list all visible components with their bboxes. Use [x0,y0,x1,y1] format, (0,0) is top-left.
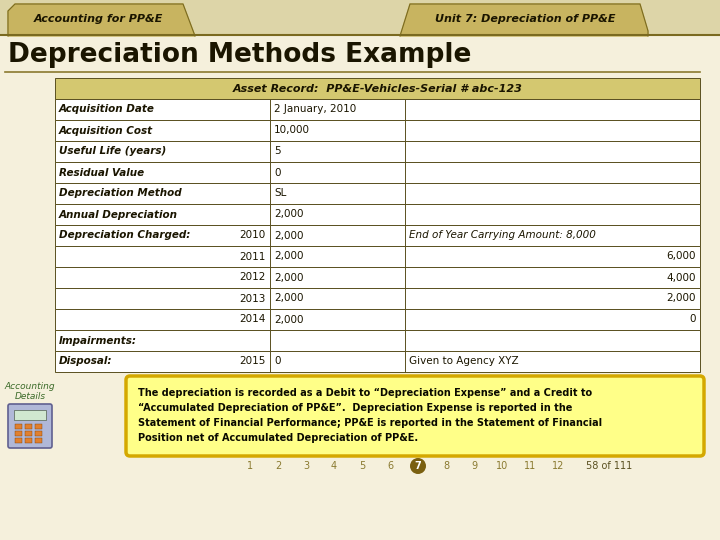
Text: The depreciation is recorded as a Debit to “Depreciation Expense” and a Credit t: The depreciation is recorded as a Debit … [138,388,592,398]
Text: 2010: 2010 [240,231,266,240]
Text: 10: 10 [496,461,508,471]
Text: 4: 4 [331,461,337,471]
Text: 58 of 111: 58 of 111 [586,461,632,471]
Text: 2,000: 2,000 [274,231,304,240]
Text: Details: Details [14,392,45,401]
Text: 0: 0 [274,167,281,178]
Text: 2,000: 2,000 [274,294,304,303]
Bar [35,438,42,443]
Text: Unit 7: Depreciation of PP&E: Unit 7: Depreciation of PP&E [435,14,616,24]
Polygon shape [400,4,648,36]
Bar [55,288,700,309]
Bar [55,351,700,372]
Bar [55,330,700,351]
Text: Acquisition Cost: Acquisition Cost [59,125,153,136]
Bar [55,204,700,225]
Bar [25,424,32,429]
Text: 8: 8 [443,461,449,471]
Text: 2013: 2013 [240,294,266,303]
Text: 2,000: 2,000 [667,294,696,303]
Circle shape [410,458,426,474]
FancyBboxPatch shape [8,404,52,448]
Text: Statement of Financial Performance; PP&E is reported in the Statement of Financi: Statement of Financial Performance; PP&E… [138,418,602,428]
Bar [55,267,700,288]
Bar [15,438,22,443]
Text: 2,000: 2,000 [274,314,304,325]
Text: 2 January, 2010: 2 January, 2010 [274,105,356,114]
Bar [55,78,700,99]
Text: Given to Agency XYZ: Given to Agency XYZ [409,356,518,367]
Bar [55,246,700,267]
Text: Accounting for PP&E: Accounting for PP&E [34,14,163,24]
Text: 12: 12 [552,461,564,471]
Text: SL: SL [274,188,287,199]
Text: 4,000: 4,000 [667,273,696,282]
Bar [14,410,46,420]
Text: Asset Record:  PP&E-Vehicles-Serial # abc-123: Asset Record: PP&E-Vehicles-Serial # abc… [233,84,523,93]
Bar [55,120,700,141]
Text: 2015: 2015 [240,356,266,367]
Text: 2,000: 2,000 [274,210,304,219]
Bar [25,438,32,443]
Text: 3: 3 [303,461,309,471]
Text: Depreciation Charged:: Depreciation Charged: [59,231,190,240]
Text: Impairments:: Impairments: [59,335,137,346]
Bar [55,309,700,330]
Text: 10,000: 10,000 [274,125,310,136]
Polygon shape [8,4,195,36]
Bar [25,431,32,436]
Text: 6: 6 [387,461,393,471]
Text: 0: 0 [690,314,696,325]
Bar [35,431,42,436]
Text: 2014: 2014 [240,314,266,325]
Bar [0,0,720,36]
Text: 1: 1 [247,461,253,471]
Text: Acquisition Date: Acquisition Date [59,105,155,114]
Text: 2,000: 2,000 [274,273,304,282]
Bar [35,424,42,429]
Text: 7: 7 [415,461,421,471]
Text: Accounting: Accounting [5,382,55,391]
Bar [55,183,700,204]
Text: Annual Depreciation: Annual Depreciation [59,210,178,219]
Text: 5: 5 [274,146,281,157]
Text: 0: 0 [274,356,281,367]
Text: Position net of Accumulated Depreciation of PP&E.: Position net of Accumulated Depreciation… [138,433,418,443]
Bar [55,99,700,120]
Text: “Accumulated Depreciation of PP&E”.  Depreciation Expense is reported in the: “Accumulated Depreciation of PP&E”. Depr… [138,403,572,413]
Text: Depreciation Methods Example: Depreciation Methods Example [8,42,472,68]
Text: 2,000: 2,000 [274,252,304,261]
FancyBboxPatch shape [126,376,704,456]
Text: Useful Life (years): Useful Life (years) [59,146,166,157]
Bar [15,431,22,436]
Bar [55,162,700,183]
Text: Disposal:: Disposal: [59,356,112,367]
Text: Residual Value: Residual Value [59,167,144,178]
Text: Depreciation Method: Depreciation Method [59,188,181,199]
Text: 6,000: 6,000 [667,252,696,261]
Bar [55,141,700,162]
Text: End of Year Carrying Amount: 8,000: End of Year Carrying Amount: 8,000 [409,231,596,240]
Text: 11: 11 [524,461,536,471]
Text: 2011: 2011 [240,252,266,261]
Bar [55,225,700,246]
Bar [15,424,22,429]
Text: 2012: 2012 [240,273,266,282]
Text: 5: 5 [359,461,365,471]
Text: 2: 2 [275,461,281,471]
Text: 9: 9 [471,461,477,471]
